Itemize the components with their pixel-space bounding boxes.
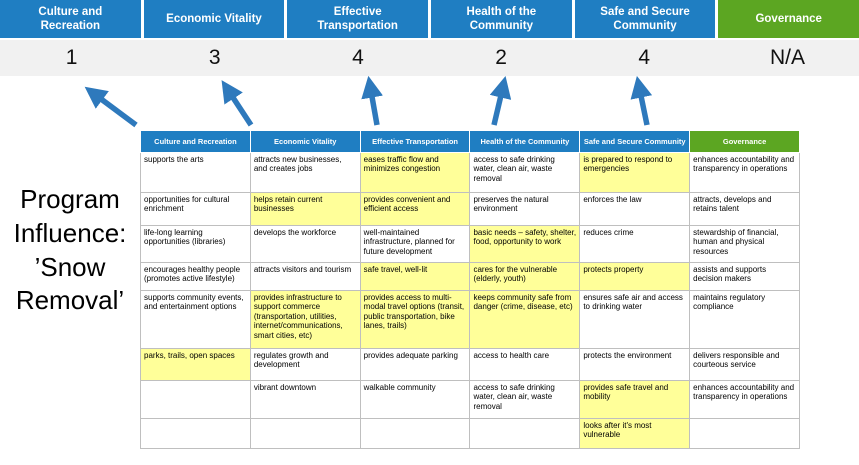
table-row: supports the arts attracts new businesses… xyxy=(140,152,800,193)
banner-cell-label: Health of the Community xyxy=(466,5,537,32)
matrix-cell: develops the workforce xyxy=(249,225,361,263)
matrix-cell: vibrant downtown xyxy=(249,380,361,419)
banner-cell: Effective Transportation xyxy=(287,0,429,38)
banner-cell: Culture and Recreation xyxy=(0,0,141,38)
matrix-cell: well-maintained infrastructure, planned … xyxy=(359,225,471,263)
table-row: supports community events, and entertain… xyxy=(140,290,800,349)
matrix-cell xyxy=(469,418,581,449)
matrix-cell: preserves the natural environment xyxy=(469,192,581,226)
matrix-cell xyxy=(140,418,251,449)
score-value: 2 xyxy=(495,46,507,69)
page-title: Program Influence: ’Snow Removal’ xyxy=(13,184,127,316)
matrix-cell: protects property xyxy=(579,262,691,291)
arrow-icon xyxy=(84,86,138,128)
banner-cell: Health of the Community xyxy=(431,0,572,38)
matrix-cell: encourages healthy people (promotes acti… xyxy=(140,262,251,291)
matrix-cell: walkable community xyxy=(359,380,471,419)
matrix-cell: ensures safe air and access to drinking … xyxy=(579,290,691,349)
matrix-cell xyxy=(140,380,251,419)
matrix-cell: enhances accountability and transparency… xyxy=(689,152,800,193)
matrix-cell: life-long learning opportunities (librar… xyxy=(140,225,251,263)
table-row: vibrant downtown walkable community access… xyxy=(140,380,800,419)
table-row: life-long learning opportunities (librar… xyxy=(140,225,800,263)
matrix-header-cell: Economic Vitality xyxy=(249,130,361,153)
matrix-header-cell: Governance xyxy=(689,130,800,153)
arrow-icon xyxy=(489,76,512,126)
matrix-cell: reduces crime xyxy=(579,225,691,263)
matrix-header-cell: Culture and Recreation xyxy=(140,130,251,153)
matrix-cell: stewardship of financial, human and phys… xyxy=(689,225,800,263)
matrix-cell xyxy=(359,418,471,449)
arrow-icon xyxy=(221,80,254,127)
matrix-cell: maintains regulatory compliance xyxy=(689,290,800,349)
matrix-cell: enforces the law xyxy=(579,192,691,226)
banner-cell-label: Economic Vitality xyxy=(166,12,262,25)
score-row: 1 3 4 2 4 N/A xyxy=(0,40,859,76)
table-row: encourages healthy people (promotes acti… xyxy=(140,262,800,291)
matrix-header-cell: Effective Transportation xyxy=(359,130,471,153)
matrix-table: Culture and Recreation Economic Vitality… xyxy=(140,130,800,449)
matrix-cell: looks after it's most vulnerable xyxy=(579,418,691,449)
matrix-header-cell: Safe and Secure Community xyxy=(579,130,691,153)
matrix-cell: supports community events, and entertain… xyxy=(140,290,251,349)
matrix-cell: protects the environment xyxy=(579,348,691,381)
matrix-cell: provides infrastructure to support comme… xyxy=(249,290,361,349)
score-value: 3 xyxy=(208,46,221,69)
matrix-cell: helps retain current businesses xyxy=(249,192,361,226)
matrix-cell: is prepared to respond to emergencies xyxy=(579,152,691,193)
table-row: opportunities for cultural enrichment hel… xyxy=(140,192,800,226)
banner-cell-label: Effective Transportation xyxy=(317,5,398,32)
matrix-cell: cares for the vulnerable (elderly, youth… xyxy=(469,262,581,291)
matrix-cell: provides adequate parking xyxy=(359,348,471,381)
banner-cell-label: Culture and Recreation xyxy=(38,5,103,32)
matrix-cell: provides safe travel and mobility xyxy=(579,380,691,419)
matrix-cell: eases traffic flow and minimizes congest… xyxy=(359,152,471,193)
matrix-header-row: Culture and Recreation Economic Vitality… xyxy=(140,130,800,153)
matrix-cell: access to health care xyxy=(469,348,581,381)
matrix-cell: provides access to multi-modal travel op… xyxy=(359,290,471,349)
matrix-cell: supports the arts xyxy=(140,152,251,193)
score-value: N/A xyxy=(769,46,805,69)
arrow-icon xyxy=(630,76,653,126)
matrix-cell xyxy=(249,418,361,449)
matrix-cell: access to safe drinking water, clean air… xyxy=(469,380,581,419)
banner-cell: Safe and Secure Community xyxy=(574,0,716,38)
matrix-cell: assists and supports decision makers xyxy=(689,262,800,291)
banner-cell: Governance xyxy=(718,0,859,38)
score-value: 4 xyxy=(352,46,364,69)
matrix-cell: enhances accountability and transparency… xyxy=(689,380,800,419)
matrix-cell: keeps community safe from danger (crime,… xyxy=(469,290,581,349)
matrix-cell: attracts visitors and tourism xyxy=(249,262,361,291)
matrix-cell: opportunities for cultural enrichment xyxy=(140,192,251,226)
banner-cell-label: Safe and Secure Community xyxy=(600,5,690,32)
matrix-cell: provides convenient and efficient access xyxy=(359,192,471,226)
matrix-body: supports the arts attracts new businesses… xyxy=(140,152,800,449)
matrix-cell: access to safe drinking water, clean air… xyxy=(469,152,581,193)
score-value: 1 xyxy=(65,46,78,69)
banner-cell: Economic Vitality xyxy=(143,0,285,38)
banner-cell-label: Governance xyxy=(755,12,822,25)
score-value: 4 xyxy=(638,46,651,69)
matrix-cell: attracts new businesses, and creates job… xyxy=(249,152,361,193)
matrix-cell: attracts, develops and retains talent xyxy=(689,192,800,226)
matrix-cell: parks, trails, open spaces xyxy=(140,348,251,381)
arrow-icon xyxy=(361,76,383,126)
table-row: looks after it's most vulnerable xyxy=(140,418,800,449)
table-row: parks, trails, open spaces regulates grow… xyxy=(140,348,800,381)
banner: Culture and Recreation Economic Vitality… xyxy=(0,0,859,38)
matrix-cell: delivers responsible and courteous servi… xyxy=(689,348,800,381)
matrix-header-cell: Health of the Community xyxy=(469,130,581,153)
matrix-cell: safe travel, well-lit xyxy=(359,262,471,291)
matrix-cell: regulates growth and development xyxy=(249,348,361,381)
matrix-cell xyxy=(689,418,800,449)
influence-arrows xyxy=(84,76,653,128)
matrix-cell: basic needs – safety, shelter, food, opp… xyxy=(469,225,581,263)
